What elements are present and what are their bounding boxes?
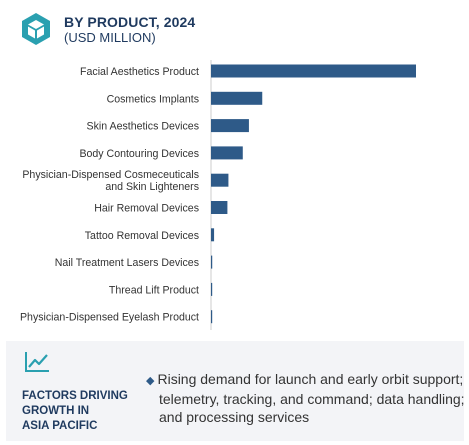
- category-label-9: Physician-Dispensed Eyelash Product: [20, 312, 199, 324]
- factor-bullet: ◆ Rising demand for launch and early orbi…: [146, 370, 469, 426]
- bar-chart: Facial Aesthetics Product Cosmetics Impla…: [20, 60, 416, 330]
- category-label-7: Nail Treatment Lasers Devices: [55, 257, 199, 269]
- bar-8: [211, 282, 213, 296]
- chart-subtitle: (USD MILLION): [64, 30, 156, 45]
- trend-line-icon: [25, 352, 49, 372]
- category-label-1: Cosmetics Implants: [107, 93, 199, 105]
- category-label-4: Physician-Dispensed Cosmeceuticals and Sk…: [22, 169, 199, 193]
- category-label-5: Hair Removal Devices: [94, 203, 199, 215]
- bar-3: [211, 146, 243, 160]
- chart-title: BY PRODUCT, 2024: [64, 14, 196, 30]
- factors-heading: FACTORS DRIVING GROWTH IN ASIA PACIFIC: [22, 390, 128, 432]
- chart-header: BY PRODUCT, 2024 (USD MILLION): [0, 0, 469, 58]
- bar-4: [211, 173, 229, 187]
- factor-text: Rising demand for launch and early orbit…: [157, 371, 465, 425]
- category-label-8: Thread Lift Product: [109, 284, 199, 296]
- category-label-0: Facial Aesthetics Product: [80, 66, 199, 78]
- bar-9: [211, 310, 213, 324]
- growth-factors-panel: FACTORS DRIVING GROWTH IN ASIA PACIFIC ◆…: [6, 341, 465, 441]
- cube-hexagon-icon: [22, 13, 50, 45]
- bar-5: [211, 201, 228, 214]
- bar-7: [211, 255, 213, 269]
- category-label-2: Skin Aesthetics Devices: [87, 121, 199, 133]
- bar-1: [211, 91, 263, 105]
- bar-2: [211, 119, 249, 133]
- bar-0: [211, 64, 416, 78]
- bar-6: [211, 228, 215, 242]
- category-label-6: Tattoo Removal Devices: [85, 230, 199, 242]
- diamond-bullet-icon: ◆: [146, 375, 155, 387]
- category-label-3: Body Contouring Devices: [79, 148, 199, 160]
